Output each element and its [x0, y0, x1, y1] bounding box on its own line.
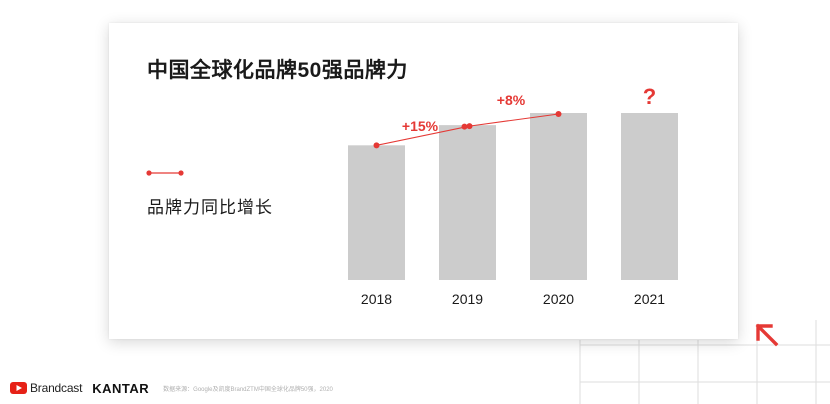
growth-point [373, 142, 380, 149]
youtube-icon [10, 382, 27, 394]
source-note: 数据来源：Google及凯度BrandZTM中国全球化品牌50强，2020 [163, 386, 333, 393]
growth-point [461, 123, 468, 130]
arrow-up-left-icon [755, 323, 779, 347]
x-tick-label: 2019 [452, 291, 483, 307]
footer: Brandcast KANTAR 数据来源：Google及凯度BrandZTM中… [10, 380, 333, 396]
bar-chart: 2018 2019 2020 2021 +15% +8%? [348, 84, 678, 307]
annotation-label: +15% [402, 118, 439, 134]
bar-2018 [348, 145, 405, 280]
x-tick-label: 2021 [634, 291, 665, 307]
growth-point [466, 123, 473, 130]
x-tick-label: 2020 [543, 291, 574, 307]
legend-line-marker [146, 170, 184, 176]
chart-card: 中国全球化品牌50强品牌力 品牌力同比增长 2018 2019 2020 2021 +1… [109, 23, 738, 339]
annotation-label: +8% [497, 92, 526, 108]
bar-2021 [621, 113, 678, 280]
growth-point [555, 111, 562, 117]
legend-label: 品牌力同比增长 [147, 198, 273, 217]
bar-2019 [439, 125, 496, 280]
x-tick-label: 2018 [361, 291, 392, 307]
bar-2020 [530, 113, 587, 280]
brandcast-logo-text: Brandcast [30, 381, 83, 395]
chart-title: 中国全球化品牌50强品牌力 [147, 59, 408, 82]
annotation-label: ? [643, 84, 656, 109]
kantar-logo: KANTAR [92, 380, 150, 396]
